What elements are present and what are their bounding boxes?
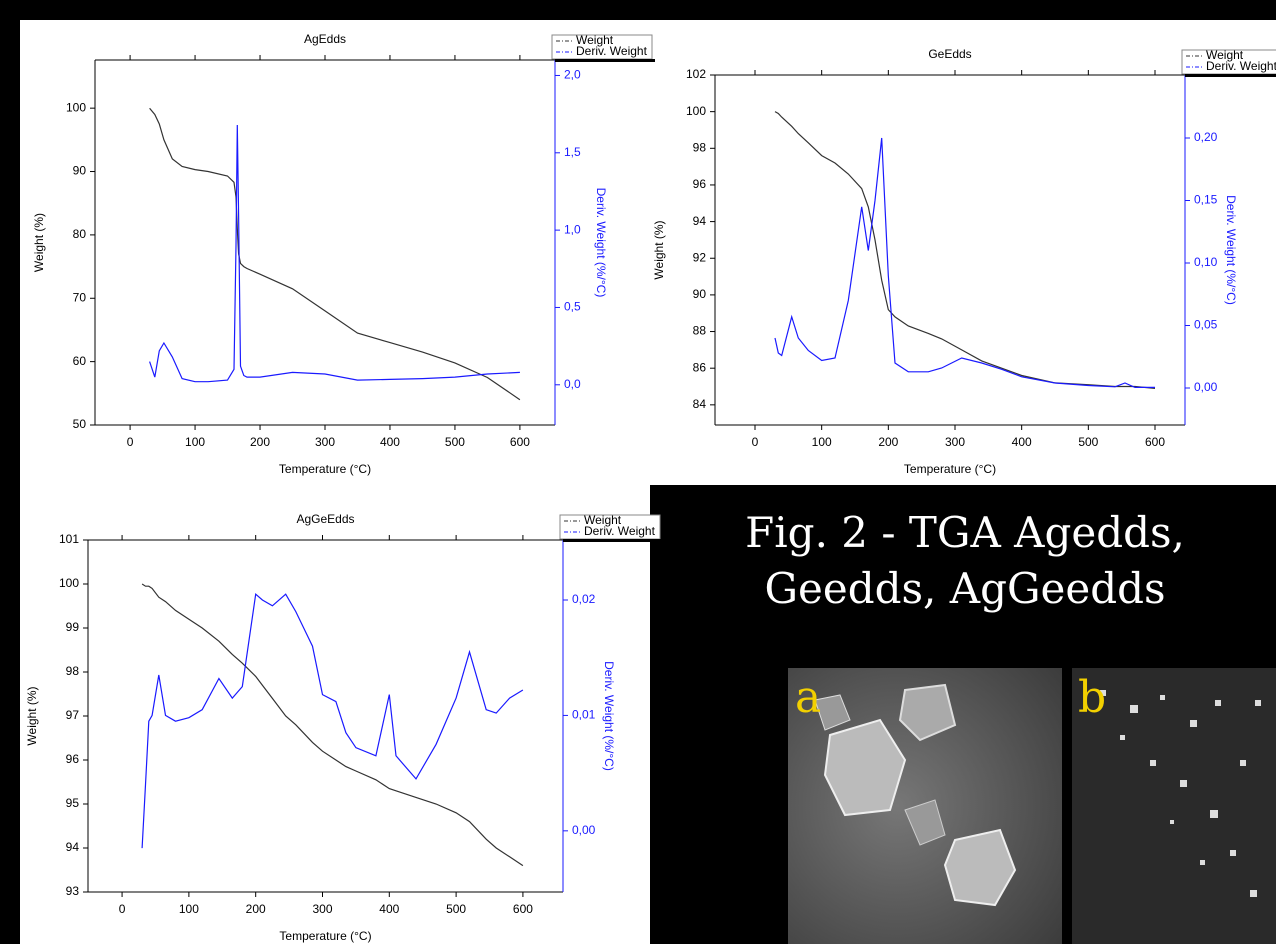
y2-tick-label: 0,15 bbox=[1194, 193, 1218, 207]
y2-tick-label: 0,05 bbox=[1194, 318, 1218, 332]
legend-label: Weight bbox=[1206, 48, 1244, 62]
y-tick-label: 100 bbox=[59, 576, 79, 590]
y-tick-label: 90 bbox=[73, 164, 87, 178]
y-tick-label: 80 bbox=[73, 227, 87, 241]
x-tick-label: 0 bbox=[752, 435, 759, 449]
x-tick-label: 600 bbox=[510, 435, 530, 449]
x-tick-label: 100 bbox=[812, 435, 832, 449]
legend-label: Deriv. Weight bbox=[584, 524, 656, 538]
y-tick-label: 70 bbox=[73, 290, 87, 304]
y2-tick-label: 0,00 bbox=[1194, 380, 1218, 394]
x-tick-label: 200 bbox=[250, 435, 270, 449]
legend-label: Weight bbox=[576, 33, 614, 47]
panel-label: a bbox=[795, 672, 822, 723]
x-tick-label: 400 bbox=[380, 435, 400, 449]
chart-panel bbox=[20, 485, 650, 944]
y-tick-label: 102 bbox=[686, 67, 706, 81]
x-tick-label: 600 bbox=[513, 902, 533, 916]
x-axis-label: Temperature (°C) bbox=[279, 929, 371, 943]
chart-title: AgEdds bbox=[304, 32, 346, 46]
legend-label: Weight bbox=[584, 513, 622, 527]
x-tick-label: 200 bbox=[878, 435, 898, 449]
y2-tick-label: 1,5 bbox=[564, 145, 581, 159]
legend-box bbox=[551, 34, 653, 60]
y-tick-label: 92 bbox=[693, 250, 707, 264]
y-tick-label: 86 bbox=[693, 360, 707, 374]
x-axis-label: Temperature (°C) bbox=[904, 462, 996, 476]
y-axis-label: Weight (%) bbox=[32, 213, 46, 272]
y2-tick-label: 0,01 bbox=[572, 708, 596, 722]
y2-axis-label: Deriv. Weight (%/°C) bbox=[594, 188, 608, 298]
x-tick-label: 0 bbox=[119, 902, 126, 916]
y-tick-label: 99 bbox=[66, 620, 80, 634]
x-tick-label: 200 bbox=[246, 902, 266, 916]
y2-axis-label: Deriv. Weight (%/°C) bbox=[1224, 195, 1238, 305]
y-tick-label: 90 bbox=[693, 287, 707, 301]
legend-label: Deriv. Weight bbox=[1206, 59, 1276, 73]
y2-tick-label: 0,02 bbox=[572, 592, 596, 606]
y2-tick-label: 0,5 bbox=[564, 300, 581, 314]
chart-title: GeEdds bbox=[928, 47, 971, 61]
legend-shadow bbox=[563, 539, 663, 542]
legend-box bbox=[559, 514, 661, 540]
y2-tick-label: 0,20 bbox=[1194, 130, 1218, 144]
y-tick-label: 98 bbox=[693, 140, 707, 154]
chart-title: AgGeEdds bbox=[296, 512, 354, 526]
y-tick-label: 96 bbox=[66, 752, 80, 766]
x-tick-label: 600 bbox=[1145, 435, 1165, 449]
x-tick-label: 100 bbox=[179, 902, 199, 916]
x-tick-label: 300 bbox=[945, 435, 965, 449]
chart: AgEdds 0 100 200 300 400 500 600 50 60 70 80 90 100 0,… bbox=[32, 32, 655, 476]
y-tick-label: 93 bbox=[66, 884, 80, 898]
series-line bbox=[149, 124, 520, 383]
x-tick-label: 500 bbox=[446, 902, 466, 916]
y2-axis-label: Deriv. Weight (%/°C) bbox=[602, 661, 616, 771]
y-axis-label: Weight (%) bbox=[25, 686, 39, 745]
x-tick-label: 500 bbox=[445, 435, 465, 449]
y-tick-label: 101 bbox=[59, 532, 79, 546]
y-tick-label: 100 bbox=[66, 100, 86, 114]
x-tick-label: 300 bbox=[312, 902, 332, 916]
x-axis-label: Temperature (°C) bbox=[279, 462, 371, 476]
x-tick-label: 100 bbox=[185, 435, 205, 449]
series-line bbox=[141, 593, 524, 849]
chart-panel bbox=[20, 20, 1276, 485]
y2-tick-label: 0,0 bbox=[564, 377, 581, 391]
figure-caption: Fig. 2 - TGA Agedds, Geedds, AgGeedds bbox=[745, 508, 1185, 613]
y-tick-label: 60 bbox=[73, 354, 87, 368]
legend-label: Deriv. Weight bbox=[576, 44, 648, 58]
y-tick-label: 96 bbox=[693, 177, 707, 191]
y-tick-label: 84 bbox=[693, 397, 707, 411]
chart: GeEdds 0 100 200 300 400 500 600 84 86 88 90 92 94 96 9… bbox=[652, 47, 1276, 476]
x-tick-label: 500 bbox=[1078, 435, 1098, 449]
y2-tick-label: 2,0 bbox=[564, 68, 581, 82]
micrograph-b bbox=[1072, 668, 1276, 944]
y-tick-label: 94 bbox=[66, 840, 80, 854]
y2-tick-label: 0,00 bbox=[572, 823, 596, 837]
y-tick-label: 94 bbox=[693, 214, 707, 228]
x-tick-label: 400 bbox=[1012, 435, 1032, 449]
series-line bbox=[774, 137, 1155, 388]
y-tick-label: 88 bbox=[693, 324, 707, 338]
y-tick-label: 98 bbox=[66, 664, 80, 678]
x-tick-label: 0 bbox=[127, 435, 134, 449]
y-tick-label: 95 bbox=[66, 796, 80, 810]
micrograph-a bbox=[788, 668, 1062, 944]
y-tick-label: 97 bbox=[66, 708, 80, 722]
panel-label: b bbox=[1078, 672, 1107, 723]
y2-tick-label: 0,10 bbox=[1194, 255, 1218, 269]
legend-shadow bbox=[555, 59, 655, 62]
legend-shadow bbox=[1185, 74, 1276, 77]
x-tick-label: 300 bbox=[315, 435, 335, 449]
y-axis-label: Weight (%) bbox=[652, 220, 666, 279]
y-tick-label: 100 bbox=[686, 104, 706, 118]
x-tick-label: 400 bbox=[379, 902, 399, 916]
chart: AgGeEdds 0 100 200 300 400 500 600 93 94 95 96 97 98 9… bbox=[25, 512, 663, 943]
y-tick-label: 50 bbox=[73, 417, 87, 431]
y2-tick-label: 1,0 bbox=[564, 222, 581, 236]
series-line bbox=[141, 583, 524, 867]
